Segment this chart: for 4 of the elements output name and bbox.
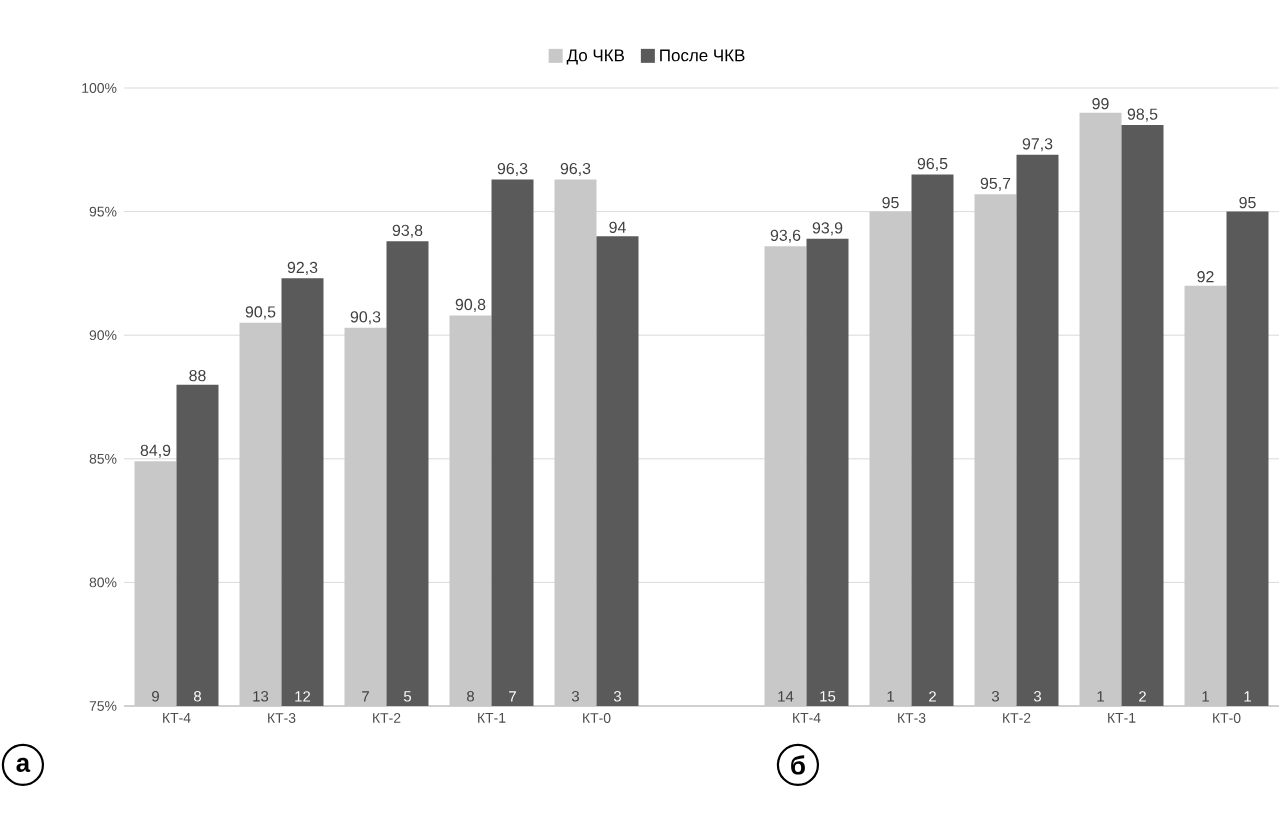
- legend-label: До ЧКВ: [566, 49, 624, 65]
- legend-label: После ЧКВ: [660, 49, 745, 62]
- text: б: [791, 755, 805, 775]
- text: а: [16, 757, 31, 773]
